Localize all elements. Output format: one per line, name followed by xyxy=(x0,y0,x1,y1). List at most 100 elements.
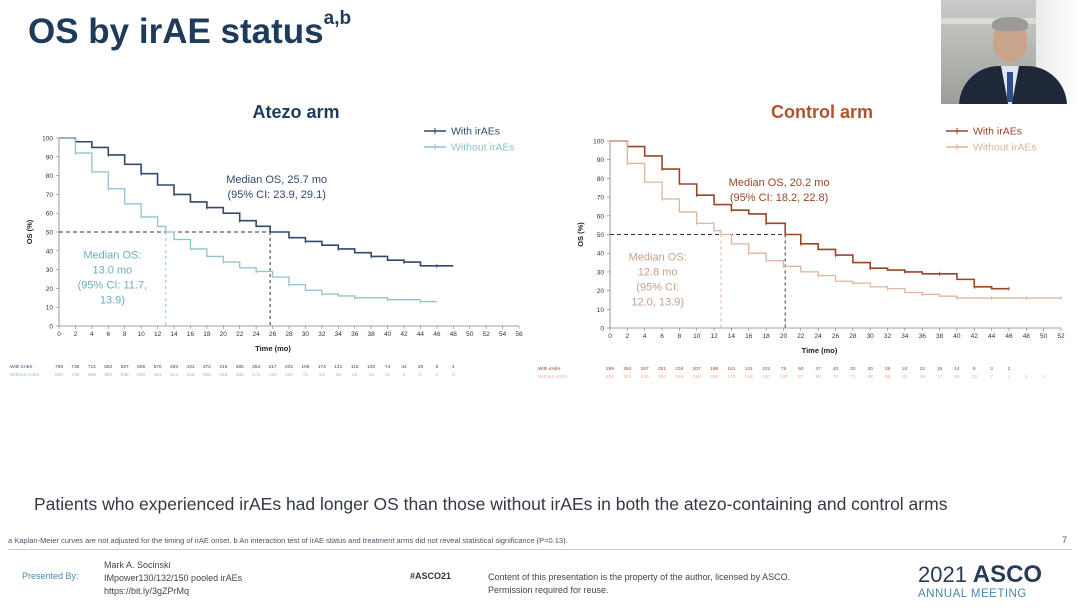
asco-annual-meeting: ANNUAL MEETING xyxy=(918,588,1027,600)
atezo-risk-value: 115 xyxy=(351,364,359,370)
control-risk-value: 188 xyxy=(710,366,718,372)
atezo-curve-without-iraes xyxy=(59,137,437,303)
presenter-name: Mark A. Socinski xyxy=(104,560,171,570)
control-median-annotation-without-iraes: Median OS: 12.8 mo (95% CI: 12.0, 13.9) xyxy=(629,252,687,309)
atezo-risk-value: 4 xyxy=(452,364,455,370)
control-risk-value: 161 xyxy=(727,366,735,372)
atezo-x-tick-label: 10 xyxy=(138,331,146,338)
atezo-risk-value: 71 xyxy=(303,372,309,378)
atezo-x-tick-label: 14 xyxy=(170,331,178,338)
atezo-risk-value: 605 xyxy=(137,364,145,370)
control-annotation-line: (95% CI: xyxy=(636,282,679,294)
control-risk-row-label: With irAEs xyxy=(538,366,561,372)
control-x-tick-label: 50 xyxy=(1040,333,1048,340)
atezo-y-tick-label: 90 xyxy=(46,154,54,161)
control-risk-value: 13 xyxy=(972,374,978,380)
presenter-info: Mark A. Socinski IMpower130/132/150 pool… xyxy=(104,559,242,598)
atezo-risk-value: 171 xyxy=(252,372,260,378)
copyright-notice: Content of this presentation is the prop… xyxy=(488,571,790,597)
control-risk-value: 130 xyxy=(762,374,770,380)
atezo-risk-value: 285 xyxy=(236,364,244,370)
control-risk-value: 289 xyxy=(606,366,614,372)
atezo-x-tick-label: 44 xyxy=(417,331,425,338)
slide-title: OS by irAE statusa,b xyxy=(28,8,351,52)
atezo-x-tick-label: 52 xyxy=(483,331,491,338)
control-y-tick-label: 60 xyxy=(597,213,605,220)
asco-logo: 2021 ASCO xyxy=(918,561,1042,589)
atezo-risk-value: 36 xyxy=(336,372,342,378)
control-risk-value: 29 xyxy=(920,374,926,380)
atezo-risk-value: 9 xyxy=(436,364,439,370)
page-number: 7 xyxy=(1062,535,1068,545)
atezo-risk-value: 666 xyxy=(88,372,96,378)
control-risk-row-label: Without irAEs xyxy=(538,374,568,380)
atezo-median-annotation-with-iraes: Median OS, 25.7 mo (95% CI: 23.9, 29.1) xyxy=(226,174,327,201)
atezo-x-tick-label: 56 xyxy=(515,331,523,338)
atezo-risk-value: 11 xyxy=(385,372,390,378)
control-risk-value: 1 xyxy=(1042,374,1045,380)
control-x-tick-label: 34 xyxy=(901,333,909,340)
atezo-risk-value: 866 xyxy=(55,372,63,378)
atezo-x-tick-label: 22 xyxy=(236,331,244,338)
control-risk-value: 267 xyxy=(641,366,649,372)
atezo-y-tick-label: 60 xyxy=(46,211,54,218)
atezo-y-axis-label: OS (%) xyxy=(25,219,34,244)
atezo-risk-value: 186 xyxy=(301,364,309,370)
control-y-tick-label: 100 xyxy=(593,139,604,146)
presented-by-label: Presented By: xyxy=(22,571,79,581)
control-risk-value: 102 xyxy=(762,366,770,372)
atezo-risk-value: 253 xyxy=(252,364,260,370)
atezo-risk-value: 637 xyxy=(121,364,129,370)
control-x-tick-label: 48 xyxy=(1023,333,1031,340)
atezo-risk-value: 2 xyxy=(403,372,406,378)
control-y-tick-label: 90 xyxy=(597,157,605,164)
atezo-y-tick-label: 10 xyxy=(46,305,54,312)
control-risk-value: 47 xyxy=(815,366,821,372)
control-chart-title: Control arm xyxy=(771,102,873,122)
control-risk-value: 207 xyxy=(693,366,701,372)
control-x-tick-label: 16 xyxy=(745,333,753,340)
title-superscript: a,b xyxy=(323,8,352,29)
control-risk-value: 251 xyxy=(658,366,666,372)
atezo-x-tick-label: 46 xyxy=(433,331,441,338)
control-annotation-line: 12.0, 13.9) xyxy=(631,297,684,309)
atezo-risk-value: 372 xyxy=(203,364,211,370)
atezo-x-tick-label: 38 xyxy=(368,331,376,338)
control-risk-value: 1 xyxy=(1025,374,1028,380)
control-risk-value: 56 xyxy=(885,374,891,380)
control-y-axis-label: OS (%) xyxy=(576,222,585,247)
atezo-risk-value: 464 xyxy=(154,372,162,378)
control-risk-value: 14 xyxy=(954,366,960,372)
atezo-annotation-line: Median OS: xyxy=(83,249,141,261)
control-risk-value: 46 xyxy=(902,374,908,380)
presenter-link[interactable]: https://bit.ly/3gZPrMq xyxy=(104,586,190,596)
control-risk-value: 173 xyxy=(727,374,735,380)
control-x-tick-label: 12 xyxy=(710,333,718,340)
control-median-annotation-with-iraes: Median OS, 20.2 mo (95% CI: 18.2, 22.8) xyxy=(729,177,830,204)
atezo-x-tick-label: 28 xyxy=(285,331,293,338)
atezo-risk-value: 266 xyxy=(219,372,227,378)
atezo-x-tick-label: 26 xyxy=(269,331,277,338)
conclusion-text: Patients who experienced irAEs had longe… xyxy=(34,494,948,514)
atezo-risk-value: 74 xyxy=(385,364,391,370)
atezo-x-tick-label: 18 xyxy=(203,331,211,338)
atezo-risk-value: 736 xyxy=(71,364,79,370)
atezo-risk-value: 217 xyxy=(269,364,277,370)
atezo-annotation-line: 13.9) xyxy=(100,294,125,306)
control-risk-value: 234 xyxy=(675,366,683,372)
control-risk-value: 28 xyxy=(885,366,891,372)
atezo-risk-value: 29 xyxy=(418,364,424,370)
asco-name: ASCO xyxy=(972,561,1043,588)
control-risk-value: 68 xyxy=(868,374,874,380)
control-y-tick-label: 30 xyxy=(597,269,605,276)
atezo-x-axis-label: Time (mo) xyxy=(255,344,291,353)
control-risk-value: 19 xyxy=(937,366,943,372)
conference-hashtag: #ASCO21 xyxy=(410,571,452,581)
control-risk-value: 75 xyxy=(781,366,787,372)
atezo-risk-value: 759 xyxy=(55,364,63,370)
atezo-risk-value: 318 xyxy=(219,364,227,370)
atezo-y-tick-label: 0 xyxy=(49,324,53,331)
atezo-risk-value: 580 xyxy=(104,372,112,378)
